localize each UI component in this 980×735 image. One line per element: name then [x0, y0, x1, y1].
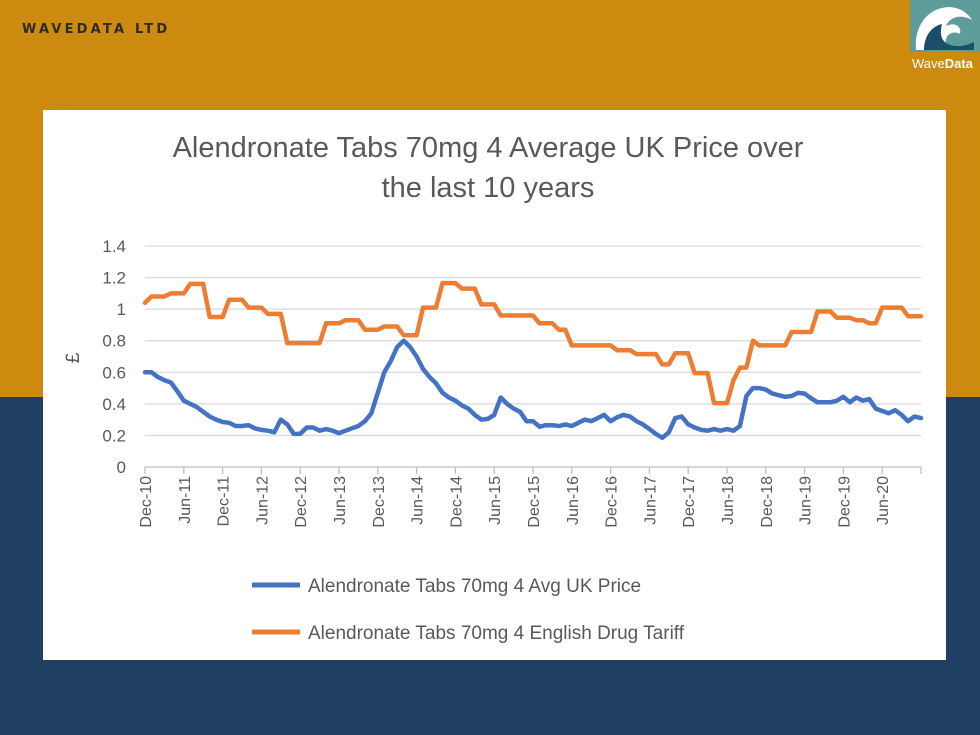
x-tick-label: Jun-19 — [798, 476, 815, 525]
chart-title-line2: the last 10 years — [381, 172, 595, 204]
wavedata-logo: WaveData — [910, 0, 980, 75]
x-tick-label: Dec-11 — [216, 476, 233, 526]
x-tick-label: Dec-18 — [759, 476, 776, 528]
x-tick-label: Dec-12 — [293, 476, 310, 528]
x-tick-label: Jun-16 — [565, 476, 582, 525]
series-line-avg-uk-price — [142, 338, 924, 441]
y-tick-label: 1.2 — [102, 269, 126, 288]
legend-label: Alendronate Tabs 70mg 4 English Drug Tar… — [308, 623, 685, 644]
brand-name: WAVEDATA LTD — [22, 22, 171, 37]
x-tick-label: Dec-19 — [836, 476, 853, 528]
chart-title-line1: Alendronate Tabs 70mg 4 Average UK Price… — [172, 132, 804, 164]
x-tick-label: Jun-15 — [487, 476, 504, 525]
line-chart: 0 0.2 0.4 0.6 0.8 1 1.2 1.4 Dec-10 Jun-11 Dec-11 J… — [63, 237, 924, 644]
x-tick-label: Jun-17 — [642, 476, 659, 525]
y-axis-label: £ — [63, 352, 84, 363]
x-tick-label: Dec-13 — [371, 476, 388, 528]
y-tick-label: 1 — [117, 300, 126, 319]
y-tick-label: 0.2 — [102, 426, 126, 445]
series-line-drug-tariff — [142, 280, 924, 406]
x-tick-label: Jun-20 — [875, 476, 892, 525]
legend-label: Alendronate Tabs 70mg 4 Avg UK Price — [308, 576, 641, 597]
x-tick-label: Dec-14 — [448, 476, 465, 528]
y-tick-label: 0.6 — [102, 363, 126, 382]
x-tick-label: Dec-15 — [526, 476, 543, 528]
x-tick-label: Jun-14 — [410, 476, 427, 525]
x-tick-label: Jun-18 — [720, 476, 737, 525]
y-tick-label: 0.4 — [102, 395, 126, 414]
logo-text: WaveData — [912, 56, 974, 71]
y-tick-label: 0.8 — [102, 332, 126, 351]
x-tick-label: Jun-11 — [177, 476, 194, 524]
chart-title: Alendronate Tabs 70mg 4 Average UK Price… — [43, 128, 933, 208]
chart-card: Alendronate Tabs 70mg 4 Average UK Price… — [43, 110, 946, 660]
x-tick-label: Jun-13 — [332, 476, 349, 525]
x-tick-label: Dec-17 — [681, 476, 698, 528]
y-tick-label: 1.4 — [102, 237, 126, 256]
x-tick-label: Dec-10 — [138, 476, 155, 528]
x-tick-label: Dec-16 — [604, 476, 621, 528]
x-tick-label: Jun-12 — [254, 476, 271, 525]
y-tick-label: 0 — [117, 458, 126, 477]
